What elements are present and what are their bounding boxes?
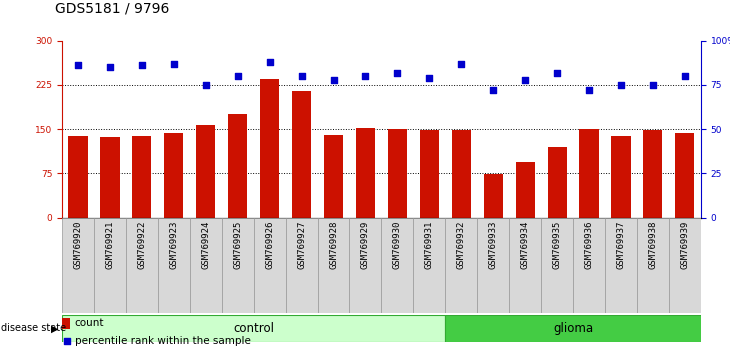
Bar — [222, 218, 254, 313]
Bar — [413, 218, 445, 313]
Point — [423, 75, 435, 81]
Text: GSM769927: GSM769927 — [297, 221, 306, 269]
Point — [519, 77, 531, 82]
Text: GSM769922: GSM769922 — [137, 221, 147, 269]
Bar — [445, 315, 701, 342]
Bar — [510, 218, 541, 313]
Point — [296, 73, 307, 79]
Bar — [94, 218, 126, 313]
Text: count: count — [75, 318, 104, 328]
Text: glioma: glioma — [553, 322, 593, 335]
Text: GSM769921: GSM769921 — [105, 221, 115, 269]
Bar — [515, 162, 534, 218]
Bar — [420, 130, 439, 218]
Text: GSM769939: GSM769939 — [680, 221, 689, 269]
Bar — [643, 130, 663, 218]
Bar — [285, 218, 318, 313]
Text: disease state: disease state — [1, 323, 66, 333]
Bar — [669, 218, 701, 313]
Bar — [548, 147, 566, 218]
Bar — [318, 218, 350, 313]
Point — [647, 82, 658, 88]
Bar — [164, 133, 183, 218]
Bar — [445, 218, 477, 313]
Text: ▶: ▶ — [51, 323, 58, 333]
Bar — [190, 218, 222, 313]
Point — [583, 87, 595, 93]
Point — [360, 73, 372, 79]
Text: GSM769937: GSM769937 — [616, 221, 626, 269]
Bar — [483, 174, 503, 218]
Point — [136, 63, 147, 68]
Point — [456, 61, 467, 67]
Bar — [292, 91, 311, 218]
Bar — [573, 218, 605, 313]
Bar — [69, 136, 88, 218]
Text: GSM769931: GSM769931 — [425, 221, 434, 269]
Text: GSM769928: GSM769928 — [329, 221, 338, 269]
Point — [551, 70, 563, 75]
Bar — [605, 218, 637, 313]
Point — [72, 63, 84, 68]
Text: GSM769923: GSM769923 — [169, 221, 178, 269]
Bar — [356, 128, 375, 218]
Text: GSM769935: GSM769935 — [553, 221, 561, 269]
Text: GSM769932: GSM769932 — [457, 221, 466, 269]
Text: GSM769930: GSM769930 — [393, 221, 402, 269]
Bar — [580, 129, 599, 218]
Point — [422, 240, 434, 245]
Text: GSM769929: GSM769929 — [361, 221, 370, 269]
Point — [232, 73, 244, 79]
Text: GSM769924: GSM769924 — [201, 221, 210, 269]
Bar — [158, 218, 190, 313]
Bar — [62, 318, 70, 329]
Bar — [675, 133, 694, 218]
Text: GSM769934: GSM769934 — [520, 221, 530, 269]
Bar — [612, 136, 631, 218]
Bar — [196, 125, 215, 218]
Bar — [101, 137, 120, 218]
Point — [488, 87, 499, 93]
Bar — [541, 218, 573, 313]
Point — [328, 77, 339, 82]
Bar — [126, 218, 158, 313]
Point — [168, 61, 180, 67]
Bar — [452, 130, 471, 218]
Point — [615, 82, 627, 88]
Bar — [477, 218, 510, 313]
Point — [391, 70, 403, 75]
Point — [104, 64, 116, 70]
Text: GSM769936: GSM769936 — [585, 221, 593, 269]
Bar — [62, 218, 94, 313]
Point — [264, 59, 275, 65]
Text: GSM769926: GSM769926 — [265, 221, 274, 269]
Text: GDS5181 / 9796: GDS5181 / 9796 — [55, 2, 169, 16]
Bar — [228, 114, 247, 218]
Bar — [254, 218, 285, 313]
Bar — [132, 136, 152, 218]
Text: GSM769938: GSM769938 — [648, 221, 658, 269]
Point — [200, 82, 212, 88]
Text: percentile rank within the sample: percentile rank within the sample — [75, 336, 250, 346]
Text: GSM769920: GSM769920 — [74, 221, 82, 269]
Point — [679, 73, 691, 79]
Bar — [388, 129, 407, 218]
Bar — [260, 79, 279, 218]
Bar — [324, 135, 343, 218]
Bar — [637, 218, 669, 313]
Bar — [381, 218, 413, 313]
Text: control: control — [233, 322, 274, 335]
Bar — [350, 218, 381, 313]
Text: GSM769933: GSM769933 — [488, 221, 498, 269]
Text: GSM769925: GSM769925 — [233, 221, 242, 269]
Bar — [62, 315, 445, 342]
